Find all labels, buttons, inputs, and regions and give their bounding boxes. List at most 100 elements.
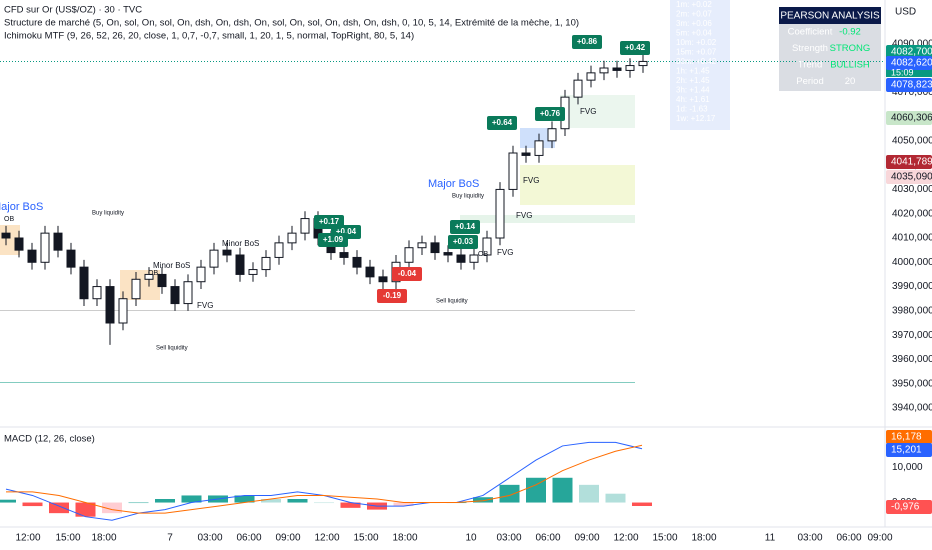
- candle-body: [131, 278, 141, 300]
- currency[interactable]: USD: [895, 7, 916, 18]
- y-tick-label: 10,000: [892, 462, 923, 473]
- y-tick-label: 3990,000: [892, 281, 932, 292]
- macd-histogram-bar: [0, 499, 16, 503]
- price-badge: [886, 170, 932, 184]
- candle-body: [378, 276, 388, 283]
- candle-body: [482, 237, 492, 256]
- x-tick-label: 09:00: [867, 533, 892, 544]
- y-tick-label: 3940,000: [892, 403, 932, 414]
- annotation: Buy liquidity: [452, 194, 484, 200]
- macd-histogram-bar: [473, 497, 493, 503]
- candle-body: [53, 232, 63, 251]
- countdown: 15:09: [891, 67, 914, 77]
- candle-body: [261, 256, 271, 271]
- pearson-value: -0.92: [839, 27, 861, 38]
- x-tick-label: 15:00: [353, 533, 378, 544]
- x-tick-label: 09:00: [574, 533, 599, 544]
- annotation: Major BoS: [0, 201, 43, 213]
- price-badge: [886, 111, 932, 125]
- fvg-zone: [460, 215, 635, 223]
- candle-body: [209, 249, 219, 268]
- annotation: Minor BoS: [153, 261, 190, 270]
- annotation: Minor BoS: [222, 239, 259, 248]
- macd-histogram-bar: [526, 477, 546, 503]
- annotation: Buy liquidity: [92, 211, 124, 217]
- y-tick-label: 3980,000: [892, 305, 932, 316]
- timeframe-row: 2m: +0.07: [676, 10, 712, 19]
- signal-label: -0.19: [383, 291, 402, 300]
- price-badge: [886, 78, 932, 92]
- candle-body: [274, 242, 284, 258]
- candle-body: [495, 188, 505, 239]
- pearson-value: STRONG: [830, 43, 871, 54]
- candle-body: [456, 254, 466, 263]
- candle-body: [66, 249, 76, 268]
- y-tick-label: 3960,000: [892, 354, 932, 365]
- signal-label: +0.42: [625, 43, 646, 52]
- signal-label: +0.86: [577, 37, 598, 46]
- fvg-zone: [520, 165, 635, 205]
- candle-body: [222, 249, 232, 256]
- macd-histogram-bar: [261, 499, 281, 503]
- candle-body: [248, 269, 258, 275]
- x-tick-label: 12:00: [314, 533, 339, 544]
- timeframe-row: 4h: +1.61: [676, 95, 710, 104]
- candle-body: [287, 232, 297, 244]
- macd-histogram-bar: [234, 495, 255, 503]
- annotation: Sell liquidity: [436, 299, 468, 305]
- signal-label: +0.14: [455, 222, 476, 231]
- annotation: OB: [148, 270, 158, 277]
- candle-body: [404, 247, 414, 263]
- annotation: FVG: [523, 176, 539, 185]
- candle-body: [365, 266, 375, 278]
- candle-body: [105, 286, 115, 324]
- candle-body: [508, 152, 518, 190]
- candle-body: [534, 140, 544, 156]
- signal-label: +0.04: [336, 227, 357, 236]
- candle-body: [118, 298, 128, 324]
- y-tick-label: 4010,000: [892, 233, 932, 244]
- signal-bubble: [487, 116, 517, 130]
- timeframe-panel: [670, 0, 730, 130]
- macd-histogram-bar: [155, 499, 175, 503]
- macd-histogram-bar: [22, 502, 43, 507]
- x-tick-label: 7: [167, 533, 173, 544]
- macd-badge: [886, 500, 932, 514]
- signal-label: +0.64: [492, 118, 513, 127]
- pearson-header: [779, 7, 881, 24]
- pearson-key: Period: [796, 76, 823, 87]
- macd-line: [6, 444, 643, 514]
- macd-histogram-bar: [579, 484, 599, 503]
- indicator-legend: Ichimoku MTF (9, 26, 52, 26, 20, close, …: [4, 31, 414, 42]
- macd-histogram-bar: [128, 502, 149, 504]
- timeframe-row: 2h: +1.45: [676, 76, 710, 85]
- y-tick-label: 3970,000: [892, 330, 932, 341]
- fvg-zone: [560, 95, 635, 128]
- candle-body: [14, 237, 24, 251]
- macd-histogram-bar: [499, 484, 520, 503]
- x-tick-label: 18:00: [91, 533, 116, 544]
- annotation: Sell liquidity: [156, 346, 188, 352]
- x-tick-label: 11: [765, 533, 776, 544]
- candle-body: [430, 242, 440, 254]
- level-line: [0, 382, 635, 383]
- x-tick-label: 06:00: [535, 533, 560, 544]
- candle-body: [443, 252, 453, 256]
- timeframe-row: 1d: -1.63: [676, 105, 708, 114]
- macd-histogram-bar: [340, 502, 361, 508]
- y-tick-label: 4030,000: [892, 184, 932, 195]
- candle-body: [183, 281, 193, 305]
- signal-label: +0.76: [540, 109, 561, 118]
- candle-body: [170, 286, 180, 305]
- level-line: [0, 310, 635, 311]
- signal-label: +1.09: [323, 235, 344, 244]
- indicator-legend: Structure de marché (5, On, sol, On, sol…: [4, 18, 579, 29]
- candle-body: [235, 254, 245, 275]
- macd-legend: MACD (12, 26, close): [4, 434, 95, 445]
- candle-body: [1, 232, 11, 239]
- y-tick-label: 4000,000: [892, 257, 932, 268]
- macd-histogram-bar: [181, 495, 202, 503]
- pearson-key: Trend: [798, 60, 822, 71]
- macd-histogram-bar: [632, 502, 652, 506]
- annotation: Major BoS: [428, 178, 479, 190]
